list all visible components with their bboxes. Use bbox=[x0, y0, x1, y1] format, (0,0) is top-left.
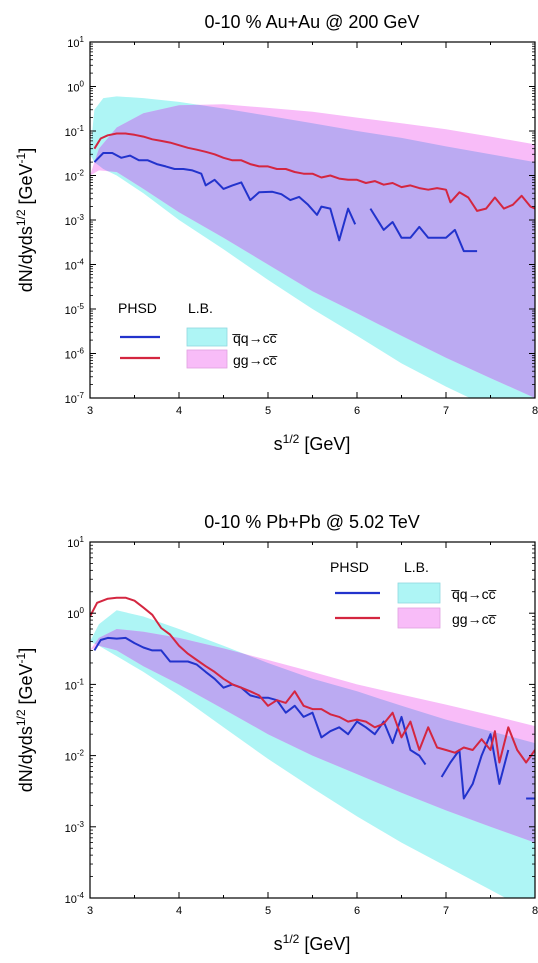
x-axis-label: s1/2 [GeV] bbox=[274, 932, 351, 954]
y-tick-label: 100 bbox=[67, 80, 84, 95]
y-tick-label: 10-7 bbox=[65, 391, 85, 406]
y-tick-label: 10-4 bbox=[65, 258, 85, 273]
plot-area bbox=[90, 596, 535, 898]
legend-swatch-magenta bbox=[397, 607, 441, 629]
legend-label-qq: q̅q→cc̅ bbox=[450, 586, 497, 602]
phsd-gg-line-segment-0 bbox=[90, 596, 535, 764]
y-tick-label: 10-1 bbox=[65, 124, 85, 139]
chart-panel-pb-pb: 0-10 % Pb+Pb @ 5.02 TeV 3 4 5 6 7 8 10-4 10-3 10… bbox=[14, 512, 538, 954]
legend-header-phsd: PHSD bbox=[330, 559, 369, 575]
x-axis-label: s1/2 [GeV] bbox=[274, 432, 351, 454]
legend: PHSD L.B. q̅q→cc̅ gg→cc̅ bbox=[330, 559, 497, 629]
y-tick-label: 10-3 bbox=[65, 213, 85, 228]
x-tick-label: 4 bbox=[176, 405, 182, 417]
phsd-gg-line-segment-0 bbox=[93, 132, 535, 212]
x-tick-label: 8 bbox=[532, 405, 538, 417]
legend-header-phsd: PHSD bbox=[118, 300, 157, 316]
x-tick-label: 4 bbox=[176, 905, 182, 917]
band-overlap bbox=[90, 104, 535, 398]
legend-label-qq: q̅q→cc̅ bbox=[231, 330, 278, 346]
y-axis-label: dN/dyds1/2 [GeV-1] bbox=[14, 148, 36, 292]
x-tick-label: 7 bbox=[443, 905, 449, 917]
phsd-qq-line-segment-1 bbox=[440, 733, 510, 800]
x-tick-label: 5 bbox=[265, 905, 271, 917]
y-axis-label: dN/dyds1/2 [GeV-1] bbox=[14, 648, 36, 792]
axis-ticks: 3 4 5 6 7 8 10-4 10-3 10-2 10-1 100 101 bbox=[65, 535, 538, 917]
legend-label-gg: gg→cc̅ bbox=[233, 352, 278, 368]
y-tick-label: 101 bbox=[67, 35, 84, 50]
y-tick-label: 101 bbox=[67, 535, 84, 550]
x-tick-label: 6 bbox=[354, 905, 360, 917]
x-tick-label: 6 bbox=[354, 405, 360, 417]
phsd-qq-line-segment-0 bbox=[93, 636, 427, 766]
x-tick-label: 3 bbox=[87, 405, 93, 417]
chart-panel-au-au: 0-10 % Au+Au @ 200 GeV 3 4 5 6 7 8 10-7 10-6 10-… bbox=[14, 12, 538, 454]
chart-title: 0-10 % Au+Au @ 200 GeV bbox=[205, 12, 420, 32]
plot-area bbox=[90, 96, 535, 398]
x-tick-label: 7 bbox=[443, 405, 449, 417]
y-tick-label: 10-3 bbox=[65, 820, 85, 835]
legend-swatch-cyan bbox=[397, 582, 441, 604]
legend: PHSD L.B. q̅q→cc̅ gg→cc̅ bbox=[118, 300, 278, 369]
phsd-qq-line-segment-0 bbox=[93, 152, 357, 242]
phsd-qq-line-segment-1 bbox=[369, 208, 478, 253]
legend-swatch-cyan bbox=[186, 327, 228, 347]
y-tick-label: 10-5 bbox=[65, 302, 85, 317]
y-tick-label: 10-6 bbox=[65, 347, 85, 362]
y-tick-label: 10-2 bbox=[65, 169, 85, 184]
y-tick-label: 10-1 bbox=[65, 677, 85, 692]
axis-ticks: 3 4 5 6 7 8 10-7 10-6 10-5 10-4 10-3 10-2 10-1 100 101 bbox=[65, 35, 538, 417]
y-tick-label: 100 bbox=[67, 606, 84, 621]
legend-label-gg: gg→cc̅ bbox=[452, 611, 497, 627]
legend-header-lb: L.B. bbox=[404, 559, 429, 575]
x-tick-label: 3 bbox=[87, 905, 93, 917]
legend-swatch-magenta bbox=[186, 349, 228, 369]
chart-title: 0-10 % Pb+Pb @ 5.02 TeV bbox=[204, 512, 420, 532]
y-tick-label: 10-4 bbox=[65, 891, 85, 906]
x-tick-label: 8 bbox=[532, 905, 538, 917]
legend-header-lb: L.B. bbox=[188, 300, 213, 316]
x-tick-label: 5 bbox=[265, 405, 271, 417]
y-tick-label: 10-2 bbox=[65, 749, 85, 764]
